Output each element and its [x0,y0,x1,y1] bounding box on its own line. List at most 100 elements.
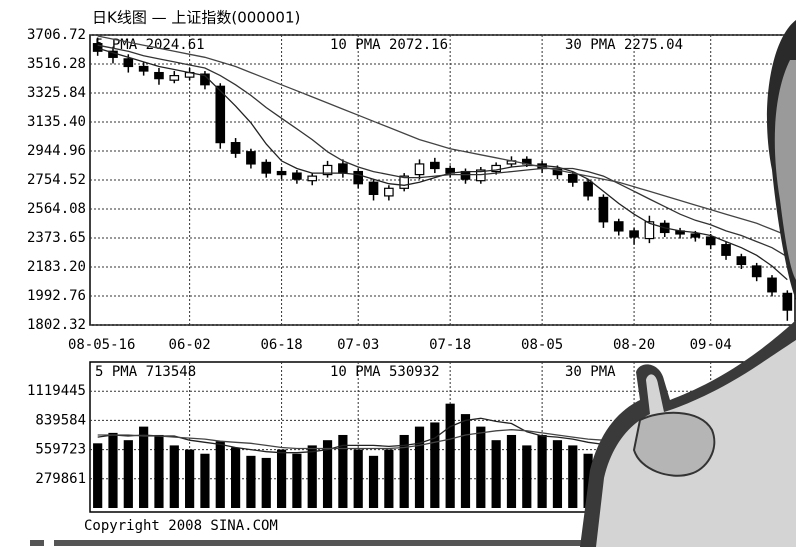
volume-bar [399,434,409,508]
candle-body [92,43,103,52]
candle-body [261,161,272,174]
volume-bar [430,422,440,508]
bottom-bar [30,540,44,546]
volume-bar [276,449,287,508]
volume-bar [506,434,517,508]
photo-overlay [580,20,796,547]
y-tick-label: 1802.32 [27,317,86,333]
y-tick-label: 1119445 [27,383,86,399]
x-tick-label: 07-18 [429,337,471,353]
candle-body [154,71,164,80]
volume-bar [200,453,210,508]
legend-label: 30 PMA 2275.04 [565,37,683,53]
face [774,60,796,280]
y-tick-label: 2373.65 [27,230,86,246]
x-tick-label: 08-20 [613,337,655,353]
volume-bar [246,455,256,508]
candle-body [430,161,440,170]
candle-body [384,187,394,197]
candle-body [169,75,180,81]
volume-bar [231,447,241,508]
volume-bar [460,414,471,508]
bottom-bar [54,540,584,546]
chart-title: 日K线图 — 上证指数(000001) [92,9,300,27]
candle-body [491,164,501,173]
x-tick-label: 08-05-16 [68,337,135,353]
y-tick-label: 2754.52 [27,172,86,188]
volume-bar [169,445,179,508]
y-tick-label: 1992.76 [27,288,86,304]
candle-body [767,277,777,293]
candle-body [736,256,747,266]
candle-body [644,221,655,240]
ma-line [97,44,788,258]
candle-body [292,172,302,180]
y-tick-label: 559723 [35,442,86,458]
candle-body [230,142,241,154]
volume-bar [445,403,455,508]
volume-bar [93,443,103,508]
x-tick-label: 09-04 [690,337,732,353]
candle-body [476,169,486,182]
volume-bar [583,453,593,508]
volume-bar [491,440,501,508]
ma-line [97,35,788,237]
candle-body [368,181,379,195]
copyright: Copyright 2008 SINA.COM [84,518,278,534]
y-tick-label: 279861 [35,471,86,487]
candle-body [782,292,793,311]
legend-label: 30 PMA [565,364,616,380]
volume-bar [414,426,425,508]
candle-body [613,221,624,232]
y-tick-label: 2944.96 [27,143,86,159]
candle-body [138,65,149,72]
volume-bar [123,440,133,508]
candle-body [705,236,716,246]
y-tick-label: 3706.72 [27,27,86,43]
volume-bar [476,426,486,508]
y-tick-label: 3325.84 [27,85,86,101]
y-tick-label: 2183.20 [27,259,86,275]
candle-body [307,175,318,182]
legend-label: 5 PMA 713548 [95,364,196,380]
volume-bar [568,445,578,508]
volume-bar [215,441,225,508]
candle-body [583,181,593,197]
candle-body [567,173,578,183]
volume-bar [292,453,302,508]
candle-body [123,58,134,68]
volume-bar [522,445,532,508]
x-tick-label: 08-05 [521,337,563,353]
y-tick-label: 3516.28 [27,56,86,72]
x-tick-label: 07-03 [337,337,379,353]
candle-body [414,163,425,176]
candle-body [338,163,348,174]
candle-body [629,230,639,238]
volume-bar [108,432,118,508]
volume-bar [139,426,149,508]
y-tick-label: 2564.08 [27,201,86,217]
legend-label: 10 PMA 2072.16 [330,37,448,53]
volume-bar [185,449,195,508]
candle-body [276,170,287,176]
volume-bar [307,445,317,508]
x-tick-label: 06-02 [169,337,211,353]
fist [632,411,716,477]
y-tick-label: 3135.40 [27,114,86,130]
candle-body [690,233,701,238]
volume-bar [322,440,333,508]
volume-bar [338,434,348,508]
candle-body [215,85,226,144]
candle-body [721,244,731,256]
candle-body [598,196,609,223]
y-tick-label: 839584 [35,412,86,428]
x-tick-label: 06-18 [260,337,302,353]
volume-bar [154,434,164,508]
legend-label: 10 PMA 530932 [330,364,440,380]
volume-bar [384,449,394,508]
volume-bar [261,457,271,508]
candle-body [322,164,333,176]
candle-body [353,170,364,185]
